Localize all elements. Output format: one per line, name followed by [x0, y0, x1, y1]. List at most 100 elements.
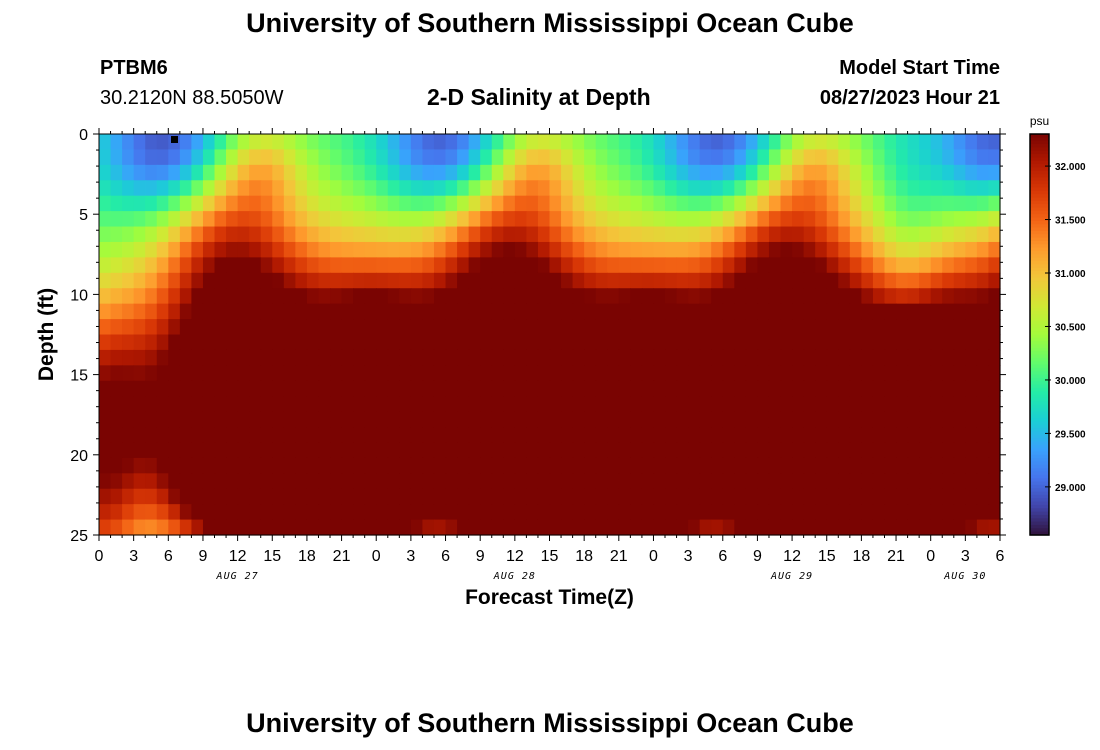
heatmap-cell	[745, 134, 759, 151]
heatmap-cell	[722, 241, 735, 258]
heatmap-cell	[433, 457, 447, 474]
heatmap-cell	[480, 303, 493, 320]
heatmap-cell	[145, 427, 158, 444]
heatmap-cell	[965, 380, 978, 397]
heatmap-cell	[330, 319, 343, 336]
heatmap-cell	[364, 504, 377, 521]
heatmap-cell	[826, 288, 839, 305]
heatmap-cell	[780, 427, 793, 444]
heatmap-cell	[768, 180, 782, 197]
heatmap-cell	[237, 519, 250, 536]
heatmap-cell	[202, 442, 216, 459]
heatmap-cell	[237, 211, 250, 228]
heatmap-cell	[815, 134, 828, 151]
heatmap-cell	[283, 241, 296, 258]
heatmap-cell	[457, 334, 470, 351]
heatmap-cell	[191, 457, 204, 474]
heatmap-cell	[711, 380, 724, 397]
heatmap-cell	[641, 288, 655, 305]
heatmap-cell	[260, 195, 273, 212]
heatmap-cell	[699, 519, 712, 536]
heatmap-cell	[318, 164, 331, 181]
heatmap-cell	[422, 442, 435, 459]
colorbar-segment	[1030, 137, 1049, 142]
heatmap-cell	[457, 134, 470, 151]
heatmap-cell	[491, 164, 504, 181]
heatmap-cell	[757, 504, 770, 521]
heatmap-cell	[953, 396, 966, 413]
heatmap-cell	[884, 241, 897, 258]
heatmap-cell	[711, 427, 724, 444]
heatmap-cell	[133, 319, 146, 336]
heatmap-cell	[861, 226, 874, 243]
heatmap-cell	[688, 180, 701, 197]
colorbar-tick-label: 30.500	[1055, 322, 1086, 333]
heatmap-cell	[526, 288, 539, 305]
heatmap-cell	[480, 396, 493, 413]
heatmap-cell	[803, 195, 816, 212]
heatmap-cell	[468, 411, 481, 428]
heatmap-cell	[341, 134, 354, 151]
colorbar-segment	[1030, 381, 1049, 386]
heatmap-cell	[607, 519, 620, 536]
colorbar-segment	[1030, 264, 1049, 269]
heatmap-cell	[641, 365, 655, 382]
heatmap-cell	[976, 211, 990, 228]
heatmap-cell	[422, 488, 435, 505]
heatmap-cell	[433, 180, 447, 197]
heatmap-cell	[249, 365, 262, 382]
heatmap-cell	[410, 442, 424, 459]
heatmap-cell	[722, 427, 735, 444]
heatmap-cell	[480, 134, 493, 151]
heatmap-cell	[907, 349, 920, 366]
heatmap-cell	[896, 226, 909, 243]
heatmap-cell	[353, 396, 366, 413]
heatmap-cell	[930, 411, 943, 428]
heatmap-cell	[965, 272, 978, 289]
heatmap-cell	[572, 488, 585, 505]
heatmap-cell	[803, 319, 816, 336]
heatmap-cell	[260, 272, 273, 289]
heatmap-cell	[306, 272, 320, 289]
heatmap-cell	[260, 442, 273, 459]
heatmap-cell	[561, 334, 574, 351]
heatmap-cell	[99, 396, 112, 413]
heatmap-cell	[156, 134, 169, 151]
colorbar-segment	[1030, 281, 1049, 285]
heatmap-cell	[907, 241, 920, 258]
heatmap-cell	[260, 319, 273, 336]
heatmap-cell	[283, 272, 296, 289]
heatmap-cell	[537, 211, 551, 228]
heatmap-cell	[826, 365, 839, 382]
heatmap-cell	[803, 303, 816, 320]
heatmap-cell	[133, 519, 146, 536]
heatmap-cell	[641, 427, 655, 444]
heatmap-cell	[953, 149, 966, 166]
heatmap-cell	[792, 319, 805, 336]
heatmap-cell	[688, 519, 701, 536]
colorbar-segment	[1030, 404, 1049, 409]
heatmap-cell	[480, 149, 493, 166]
heatmap-cell	[330, 396, 343, 413]
heatmap-cell	[953, 411, 966, 428]
x-tick-label: 18	[575, 548, 593, 565]
heatmap-cell	[399, 149, 412, 166]
heatmap-cell	[930, 288, 943, 305]
heatmap-cell	[722, 272, 735, 289]
heatmap-cell	[618, 303, 631, 320]
heatmap-cell	[803, 380, 816, 397]
heatmap-cell	[410, 288, 424, 305]
heatmap-cell	[364, 226, 377, 243]
heatmap-cell	[156, 365, 169, 382]
heatmap-cell	[953, 427, 966, 444]
heatmap-cell	[457, 349, 470, 366]
heatmap-cell	[896, 134, 909, 151]
heatmap-cell	[618, 149, 631, 166]
heatmap-cell	[780, 349, 793, 366]
heatmap-cell	[399, 226, 412, 243]
heatmap-cell	[480, 488, 493, 505]
heatmap-cell	[503, 519, 516, 536]
heatmap-cell	[399, 411, 412, 428]
heatmap-cell	[561, 473, 574, 490]
heatmap-cell	[942, 303, 955, 320]
